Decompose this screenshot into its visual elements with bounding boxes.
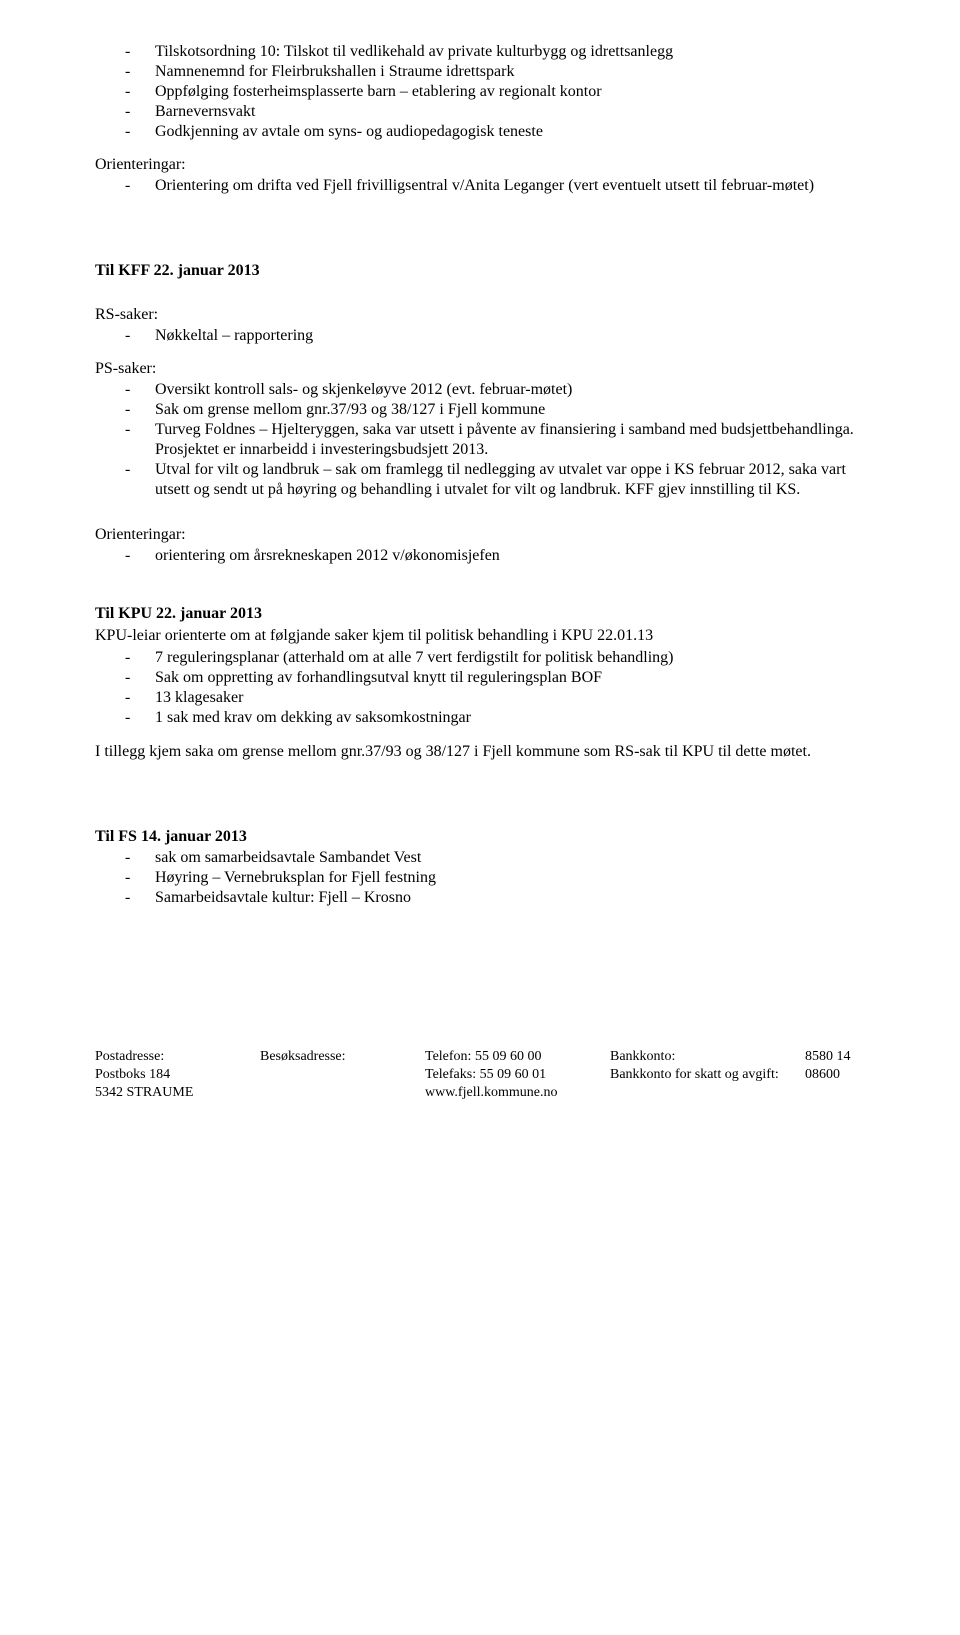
list-item: Turveg Foldnes – Hjelteryggen, saka var … <box>155 420 865 460</box>
list-item: sak om samarbeidsavtale Sambandet Vest <box>155 848 865 868</box>
kpu-heading: Til KPU 22. januar 2013 <box>95 605 262 622</box>
ps-list: Oversikt kontroll sals- og skjenkeløyve … <box>95 380 865 500</box>
fs-list: sak om samarbeidsavtale Sambandet Vest H… <box>95 848 865 908</box>
list-item: Tilskotsordning 10: Tilskot til vedlikeh… <box>155 42 865 62</box>
rs-label: RS-saker: <box>95 306 865 324</box>
footer-col-telefon: Telefon: 55 09 60 00 Telefaks: 55 09 60 … <box>425 1048 610 1103</box>
page-footer: Postadresse: Postboks 184 5342 STRAUME B… <box>95 1048 865 1103</box>
orienteringar-label-2: Orienteringar: <box>95 526 865 544</box>
footer-text: www.fjell.kommune.no <box>425 1084 610 1102</box>
rs-list: Nøkkeltal – rapportering <box>95 326 865 346</box>
list-item: Nøkkeltal – rapportering <box>155 326 865 346</box>
footer-text: 5342 STRAUME <box>95 1084 260 1102</box>
kpu-intro: KPU-leiar orienterte om at følgjande sak… <box>95 626 865 646</box>
orienteringar-list-1: Orientering om drifta ved Fjell frivilli… <box>95 176 865 196</box>
list-item: Utval for vilt og landbruk – sak om fram… <box>155 460 865 500</box>
list-item: Namnenemnd for Fleirbrukshallen i Straum… <box>155 62 865 82</box>
footer-text: Telefon: 55 09 60 00 <box>425 1048 610 1066</box>
list-item: Orientering om drifta ved Fjell frivilli… <box>155 176 865 196</box>
list-item: 13 klagesaker <box>155 688 865 708</box>
fs-heading: Til FS 14. januar 2013 <box>95 828 865 846</box>
kpu-heading-line: Til KPU 22. januar 2013 <box>95 604 865 624</box>
list-item: Barnevernsvakt <box>155 102 865 122</box>
footer-label: Postadresse: <box>95 1048 260 1066</box>
list-item: orientering om årsrekneskapen 2012 v/øko… <box>155 546 865 566</box>
footer-text: Bankkonto for skatt og avgift: <box>610 1066 805 1084</box>
list-item: Samarbeidsavtale kultur: Fjell – Krosno <box>155 888 865 908</box>
footer-col-bankkonto: Bankkonto: Bankkonto for skatt og avgift… <box>610 1048 805 1103</box>
list-item: Høyring – Vernebruksplan for Fjell festn… <box>155 868 865 888</box>
list-item: 7 reguleringsplanar (atterhald om at all… <box>155 648 865 668</box>
list-item: Oversikt kontroll sals- og skjenkeløyve … <box>155 380 865 400</box>
footer-col-besoksadresse: Besøksadresse: <box>260 1048 425 1103</box>
list-item: Sak om grense mellom gnr.37/93 og 38/127… <box>155 400 865 420</box>
footer-text: Bankkonto: <box>610 1048 805 1066</box>
top-bullet-list: Tilskotsordning 10: Tilskot til vedlikeh… <box>95 42 865 142</box>
kff-heading: Til KFF 22. januar 2013 <box>95 262 865 280</box>
list-item: Oppfølging fosterheimsplasserte barn – e… <box>155 82 865 102</box>
kpu-tail-paragraph: I tillegg kjem saka om grense mellom gnr… <box>95 742 865 762</box>
list-item: 1 sak med krav om dekking av saksomkostn… <box>155 708 865 728</box>
orienteringar-list-2: orientering om årsrekneskapen 2012 v/øko… <box>95 546 865 566</box>
list-item: Sak om oppretting av forhandlingsutval k… <box>155 668 865 688</box>
footer-text: Postboks 184 <box>95 1066 260 1084</box>
footer-text: 8580 14 08600 <box>805 1048 865 1084</box>
footer-col-account-number: 8580 14 08600 <box>805 1048 865 1103</box>
footer-label: Besøksadresse: <box>260 1048 425 1066</box>
orienteringar-label: Orienteringar: <box>95 156 865 174</box>
kpu-list: 7 reguleringsplanar (atterhald om at all… <box>95 648 865 728</box>
footer-text: Telefaks: 55 09 60 01 <box>425 1066 610 1084</box>
list-item: Godkjenning av avtale om syns- og audiop… <box>155 122 865 142</box>
ps-label: PS-saker: <box>95 360 865 378</box>
footer-col-postadresse: Postadresse: Postboks 184 5342 STRAUME <box>95 1048 260 1103</box>
